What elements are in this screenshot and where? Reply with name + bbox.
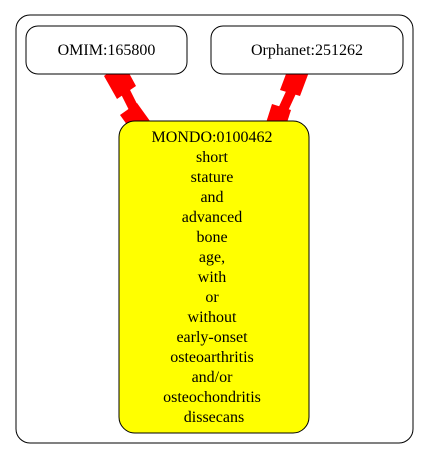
node-omim-box [25,25,188,75]
node-orphanet-label: Orphanet:251262 [251,42,363,59]
mondo-label-line: and/or [192,369,234,386]
mondo-label-line: with [198,269,226,286]
node-orphanet[interactable]: Orphanet:251262 [210,25,404,75]
node-mondo-label: MONDO:0100462 short stature and advanced… [152,129,277,426]
node-mondo[interactable]: MONDO:0100462 short stature and advanced… [118,120,310,434]
mondo-label-line: MONDO:0100462 [152,129,273,146]
mondo-label-line: bone [196,229,227,246]
mondo-label-line: dissecans [184,409,244,426]
mondo-label-line: stature [191,169,234,186]
node-orphanet-box [210,25,404,75]
mondo-label-line: or [205,289,219,306]
mondo-label-line: short [196,149,229,166]
node-mondo-box [118,120,310,434]
mondo-label-line: and [200,189,223,206]
mondo-label-line: osteoarthritis [170,349,254,366]
mondo-label-line: age, [199,249,225,266]
mondo-label-line: advanced [182,209,242,226]
mondo-label-line: without [188,309,237,326]
mondo-label-line: early-onset [176,329,248,346]
node-omim[interactable]: OMIM:165800 [25,25,188,75]
mondo-label-line: osteochondritis [163,389,261,406]
node-omim-label: OMIM:165800 [58,42,156,59]
